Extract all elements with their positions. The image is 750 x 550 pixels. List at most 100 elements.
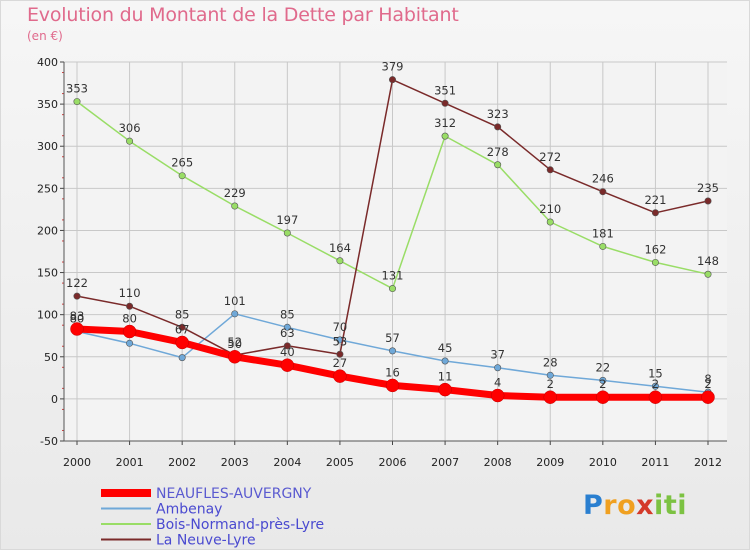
brand-letter: x (636, 490, 655, 521)
data-point (385, 378, 400, 393)
data-point (596, 390, 610, 404)
data-point (438, 382, 452, 397)
data-label: 2 (704, 377, 711, 391)
data-label: 27 (333, 356, 348, 370)
y-tick-label: 250 (37, 182, 58, 195)
data-label: 272 (539, 150, 561, 164)
data-point (704, 270, 712, 278)
y-tick-label: 400 (37, 56, 58, 69)
brand-letter: i (677, 490, 687, 521)
data-point (494, 161, 502, 169)
x-tick-label: 2011 (641, 456, 669, 469)
data-label: 8 (704, 372, 711, 386)
data-label: 22 (596, 360, 611, 374)
data-point (704, 197, 712, 205)
data-point (701, 390, 715, 404)
data-label: 85 (280, 307, 295, 321)
data-label: 53 (333, 334, 348, 348)
data-point (546, 218, 554, 226)
data-label: 80 (122, 312, 137, 326)
data-point (494, 123, 502, 131)
data-label: 2 (599, 377, 606, 391)
legend-label: Ambenay (156, 502, 222, 518)
data-point (388, 285, 396, 293)
data-point (178, 172, 186, 180)
x-tick-label: 2002 (168, 456, 196, 469)
data-point (175, 335, 189, 350)
data-point (388, 347, 396, 355)
data-point (73, 292, 81, 300)
data-point (283, 229, 291, 237)
data-label: 15 (648, 366, 663, 380)
data-label: 52 (227, 335, 242, 349)
data-label: 45 (438, 341, 453, 355)
data-label: 83 (70, 309, 85, 323)
chart-title: Evolution du Montant de la Dette par Hab… (27, 4, 459, 26)
data-label: 278 (487, 145, 509, 159)
data-point (546, 371, 554, 379)
data-label: 28 (543, 355, 558, 369)
y-tick-label: 150 (37, 267, 58, 280)
data-label: 2 (547, 377, 554, 391)
data-point (122, 324, 137, 339)
data-point (651, 382, 659, 390)
x-tick-label: 2005 (326, 456, 354, 469)
data-point (651, 209, 659, 217)
data-point (599, 242, 607, 250)
data-label: 50 (227, 337, 242, 351)
data-label: 122 (66, 276, 88, 290)
data-point (336, 350, 344, 358)
legend-label: Bois-Normand-près-Lyre (156, 517, 324, 533)
data-label: 57 (385, 331, 400, 345)
brand-letter: o (617, 490, 637, 521)
y-tick-label: 350 (37, 98, 58, 111)
data-point (333, 369, 347, 383)
data-point (280, 358, 295, 372)
x-tick-label: 2007 (431, 456, 459, 469)
y-tick-label: 50 (44, 351, 58, 364)
data-point (231, 310, 239, 318)
data-label: 181 (592, 226, 614, 240)
data-point (178, 323, 186, 331)
data-label: 229 (224, 186, 246, 200)
data-label: 37 (490, 348, 505, 362)
data-label: 148 (697, 254, 719, 268)
brand-letter: t (663, 490, 678, 521)
x-tick-label: 2004 (273, 456, 301, 469)
data-label: 246 (592, 172, 614, 186)
data-label: 70 (333, 320, 348, 334)
data-label: 197 (276, 213, 298, 227)
y-tick-label: -50 (40, 435, 58, 448)
data-label: 164 (329, 241, 351, 255)
brand-logo: Proxiti (583, 490, 687, 521)
data-label: 323 (487, 107, 509, 121)
data-point (599, 376, 607, 384)
data-label: 379 (382, 60, 404, 74)
x-tick-label: 2000 (63, 456, 91, 469)
y-tick-label: 200 (37, 224, 58, 237)
data-point (178, 354, 186, 362)
data-point (651, 258, 659, 266)
data-label: 110 (119, 286, 141, 300)
y-tick-label: 0 (51, 393, 58, 406)
data-point (126, 137, 134, 145)
data-point (336, 257, 344, 265)
data-label: 11 (438, 370, 453, 384)
data-point (648, 390, 663, 404)
data-point (546, 166, 554, 174)
brand-letter: r (603, 490, 618, 521)
data-point (283, 323, 291, 331)
data-label: 40 (280, 345, 295, 359)
data-label: 67 (175, 322, 190, 336)
data-point (70, 322, 84, 336)
data-point (388, 76, 396, 84)
data-label: 131 (382, 269, 404, 283)
data-point (543, 390, 557, 404)
legend-label: NEAUFLES-AUVERGNY (156, 486, 312, 502)
data-label: 2 (652, 377, 659, 391)
data-label: 221 (644, 193, 666, 207)
data-label: 312 (434, 116, 456, 130)
data-label: 306 (119, 121, 141, 135)
